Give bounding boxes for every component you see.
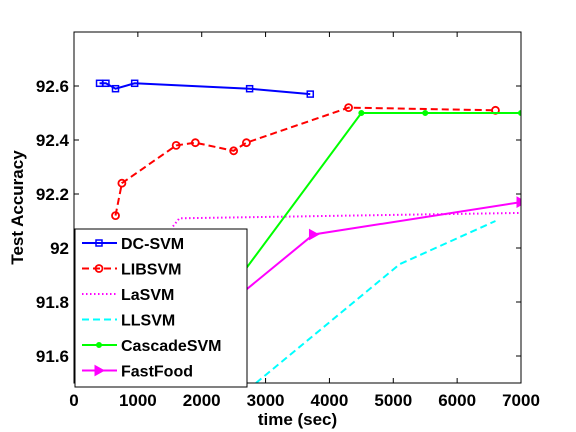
data-point-dc-svm xyxy=(111,84,120,93)
legend-marker-cascadesvm xyxy=(96,342,102,348)
legend-marker-fastfood xyxy=(94,364,106,377)
data-point-fastfood xyxy=(308,228,320,241)
series-line-llsvm xyxy=(255,220,496,383)
y-tick-label: 91.8 xyxy=(36,293,69,312)
data-point-libsvm xyxy=(190,138,200,148)
axes-box xyxy=(73,31,522,384)
x-tick-label: 5000 xyxy=(374,391,412,410)
legend: DC-SVM LIBSVM LaSVM LLSVM CascadeSVM FastFood xyxy=(74,228,248,388)
data-point-dc-svm xyxy=(306,90,315,98)
legend-label-llsvm: LLSVM xyxy=(121,313,175,330)
x-tick-label: 2000 xyxy=(183,391,221,410)
series-line-dc-svm xyxy=(99,82,311,96)
data-point-cascadesvm xyxy=(358,110,365,116)
data-point-dc-svm xyxy=(102,79,110,88)
x-tick-label: 3000 xyxy=(247,391,285,410)
x-tick-label: 6000 xyxy=(438,391,476,410)
y-tick-label: 92.4 xyxy=(36,131,70,150)
x-tick-label: 0 xyxy=(69,391,78,410)
y-axis-label: Test Accuracy xyxy=(8,150,27,265)
legend-marker-dc-svm xyxy=(95,239,103,247)
legend-box xyxy=(74,228,248,388)
y-tick-label: 92.6 xyxy=(36,77,69,96)
legend-label-libsvm: LIBSVM xyxy=(121,262,181,279)
x-tick-label: 4000 xyxy=(311,391,349,410)
y-tick-label: 92.2 xyxy=(36,185,69,204)
x-axis-label: time (sec) xyxy=(258,410,337,429)
y-tick-label: 92 xyxy=(50,239,69,258)
x-tick-label: 7000 xyxy=(502,391,540,410)
legend-label-cascadesvm: CascadeSVM xyxy=(121,338,222,355)
x-tick-label: 1000 xyxy=(119,391,157,410)
data-point-libsvm xyxy=(171,140,181,150)
data-point-libsvm xyxy=(242,138,251,148)
series-line-libsvm xyxy=(114,106,496,216)
legend-label-dc-svm: DC-SVM xyxy=(121,236,184,253)
legend-marker-libsvm xyxy=(94,264,104,273)
data-point-dc-svm xyxy=(130,79,139,88)
y-tick-label: 91.6 xyxy=(36,347,69,366)
data-point-libsvm xyxy=(117,178,127,188)
data-point-cascadesvm xyxy=(518,110,521,116)
data-point-libsvm xyxy=(229,146,239,156)
legend-label-fastfood: FastFood xyxy=(121,364,193,381)
data-point-libsvm xyxy=(111,211,120,221)
legend-label-lasvm: LaSVM xyxy=(121,287,174,304)
data-point-libsvm xyxy=(344,103,353,112)
data-point-cascadesvm xyxy=(422,110,429,116)
data-point-dc-svm xyxy=(245,84,254,93)
series-line-cascadesvm xyxy=(226,112,521,295)
data-point-fastfood xyxy=(516,196,521,208)
